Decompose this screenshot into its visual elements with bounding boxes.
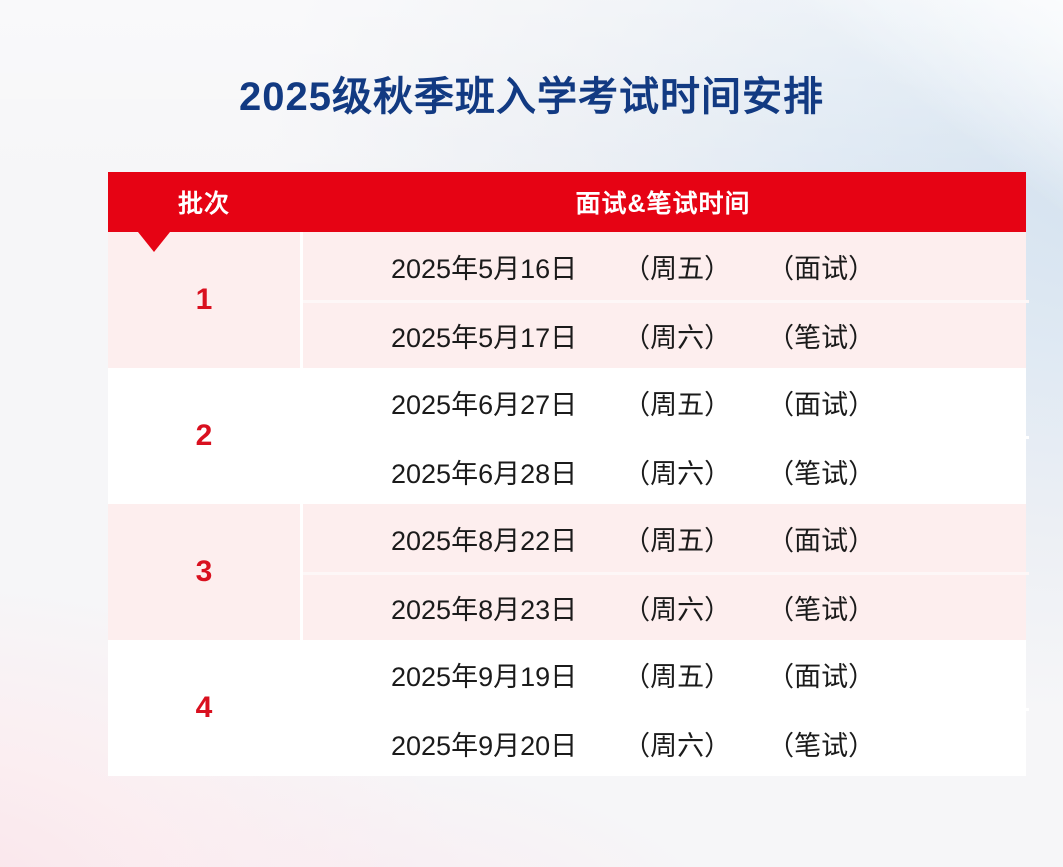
exam-type: （笔试） xyxy=(767,323,876,353)
exam-date: 2025年6月28日 xyxy=(391,459,578,489)
column-header-time: 面试&笔试时间 xyxy=(575,190,751,218)
exam-weekday: （周五） xyxy=(623,253,732,284)
exam-weekday: （周五） xyxy=(623,661,732,692)
page-title: 2025级秋季班入学考试时间安排 xyxy=(239,75,824,119)
table-body: 1 2025年5月16日 （周五） （面试） 2025年5月17日 （周六） （笔试） 2 20… xyxy=(108,232,1029,776)
batch-time-rows: 2025年5月16日 （周五） （面试） 2025年5月17日 （周六） （笔试） xyxy=(300,232,1029,368)
batch-group: 2 2025年6月27日 （周五） （面试） 2025年6月28日 （周六） （笔试） xyxy=(108,368,1029,504)
table-row: 2025年5月16日 （周五） （面试） xyxy=(303,232,1029,300)
exam-type: （面试） xyxy=(767,253,876,284)
table-header-row: 批次 面试&笔试时间 xyxy=(108,172,1026,252)
exam-type: （面试） xyxy=(767,389,876,420)
table-row: 2025年6月28日 （周六） （笔试） xyxy=(303,436,1029,504)
exam-date: 2025年8月23日 xyxy=(391,595,578,625)
batch-number: 2 xyxy=(195,419,213,452)
exam-weekday: （周六） xyxy=(623,459,732,489)
batch-time-rows: 2025年9月19日 （周五） （面试） 2025年9月20日 （周六） （笔试） xyxy=(300,640,1029,776)
table-row: 2025年6月27日 （周五） （面试） xyxy=(303,368,1029,436)
exam-date: 2025年9月19日 xyxy=(391,661,578,692)
header-pointer-triangle-icon xyxy=(138,232,170,252)
batch-time-rows: 2025年6月27日 （周五） （面试） 2025年6月28日 （周六） （笔试） xyxy=(300,368,1029,504)
exam-date: 2025年9月20日 xyxy=(391,731,578,761)
batch-time-rows: 2025年8月22日 （周五） （面试） 2025年8月23日 （周六） （笔试） xyxy=(300,504,1029,640)
table-row: 2025年9月19日 （周五） （面试） xyxy=(303,640,1029,708)
table-row: 2025年8月23日 （周六） （笔试） xyxy=(303,572,1029,640)
batch-group: 1 2025年5月16日 （周五） （面试） 2025年5月17日 （周六） （笔试） xyxy=(108,232,1029,368)
batch-group: 3 2025年8月22日 （周五） （面试） 2025年8月23日 （周六） （笔试） xyxy=(108,504,1029,640)
exam-type: （笔试） xyxy=(767,459,876,489)
exam-weekday: （周五） xyxy=(623,525,732,556)
batch-number: 1 xyxy=(195,283,213,316)
table-row: 2025年8月22日 （周五） （面试） xyxy=(303,504,1029,572)
exam-weekday: （周六） xyxy=(623,731,732,761)
exam-date: 2025年8月22日 xyxy=(391,525,578,556)
table-row: 2025年9月20日 （周六） （笔试） xyxy=(303,708,1029,776)
exam-date: 2025年6月27日 xyxy=(391,389,578,420)
exam-date: 2025年5月17日 xyxy=(391,323,578,353)
exam-type: （笔试） xyxy=(767,731,876,761)
batch-group: 4 2025年9月19日 （周五） （面试） 2025年9月20日 （周六） （笔试） xyxy=(108,640,1029,776)
exam-weekday: （周六） xyxy=(623,595,732,625)
exam-type: （面试） xyxy=(767,525,876,556)
exam-weekday: （周六） xyxy=(623,323,732,353)
table-row: 2025年5月17日 （周六） （笔试） xyxy=(303,300,1029,368)
batch-number: 3 xyxy=(195,555,213,588)
batch-number: 4 xyxy=(195,691,213,724)
exam-weekday: （周五） xyxy=(623,389,732,420)
column-header-batch: 批次 xyxy=(177,190,230,218)
exam-schedule-table: 批次 面试&笔试时间 1 2025年5月16日 （周五） （面试） 2025年5月17日… xyxy=(108,172,1029,776)
exam-date: 2025年5月16日 xyxy=(391,253,578,284)
exam-type: （笔试） xyxy=(767,595,876,625)
exam-type: （面试） xyxy=(767,661,876,692)
